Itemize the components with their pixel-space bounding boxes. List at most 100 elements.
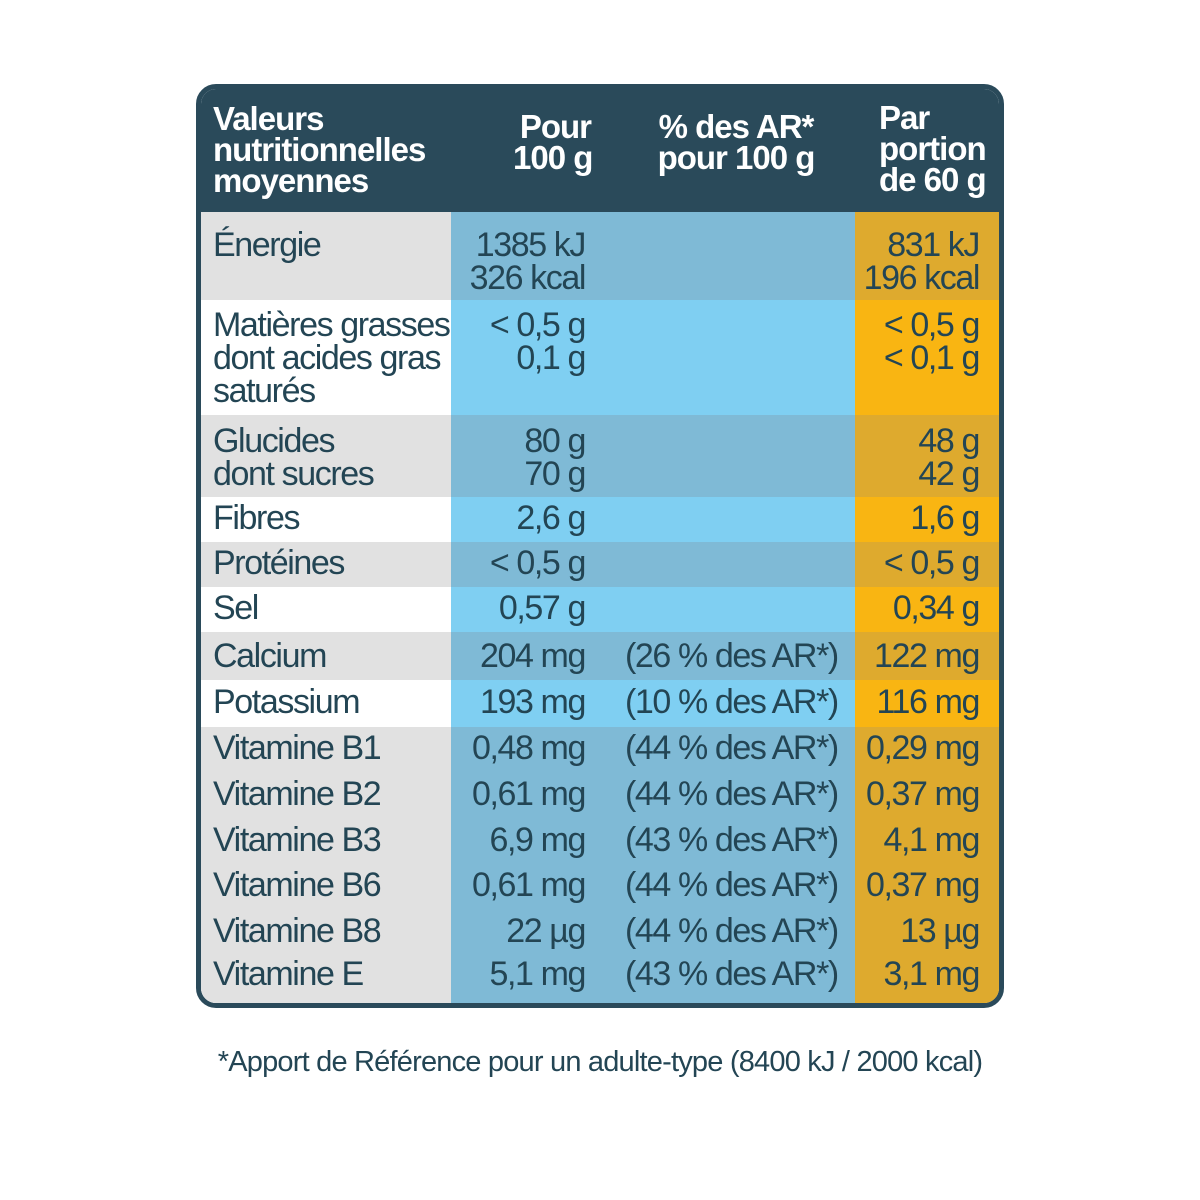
value-per-100g: 80 g — [524, 422, 586, 460]
percent-ar: (26 % des AR*) — [625, 637, 839, 675]
header-per-portion: Par portion de 60 g — [879, 99, 987, 198]
value-per-100g: 2,6 g — [516, 499, 586, 537]
name-cell — [201, 587, 451, 632]
name-cell — [201, 632, 451, 680]
value-per-portion: 122 mg — [873, 637, 980, 675]
per100-cell — [451, 497, 855, 542]
nutrient-name: Vitamine E — [213, 955, 364, 993]
value-per-portion: < 0,5 g — [883, 306, 981, 344]
value-per-portion: 831 kJ — [887, 226, 980, 264]
value-per-100g: 193 mg — [479, 683, 586, 721]
header-nutrient-label: Valeurs nutritionnelles moyennes — [213, 100, 426, 199]
nutrient-name: Énergie — [213, 226, 322, 264]
per100-cell — [451, 632, 855, 680]
value-per-portion: 0,37 mg — [865, 866, 980, 904]
nutrient-name: Sel — [213, 589, 259, 627]
name-cell — [201, 415, 451, 497]
value-per-100g: 70 g — [524, 455, 586, 493]
portion-cell — [855, 727, 999, 1003]
percent-ar: (44 % des AR*) — [625, 912, 839, 950]
per100-cell — [451, 415, 855, 497]
value-per-100g: 1385 kJ — [475, 226, 587, 264]
nutrient-name: Potassium — [213, 683, 361, 721]
nutrient-name: Fibres — [213, 499, 300, 537]
table-row: Glucides dont sucres 80 g 70 g 48 g 42 g — [201, 415, 999, 497]
nutrient-name: dont sucres — [213, 455, 375, 493]
name-cell — [201, 727, 451, 1003]
value-per-portion: 116 mg — [876, 683, 981, 721]
value-per-portion: < 0,1 g — [883, 339, 981, 377]
value-per-100g: 5,1 mg — [489, 955, 586, 993]
value-per-portion: 0,29 mg — [865, 729, 980, 767]
table-row: Énergie 1385 kJ 326 kcal 831 kJ 196 kcal — [201, 212, 999, 300]
value-per-portion: 4,1 mg — [883, 821, 980, 859]
value-per-100g: 0,1 g — [516, 339, 586, 377]
percent-ar: (44 % des AR*) — [625, 866, 839, 904]
nutrient-name: Matières grasses — [213, 306, 451, 344]
nutrient-name: dont acides gras — [213, 339, 441, 377]
table-row: Calcium 204 mg (26 % des AR*) 122 mg — [201, 632, 999, 680]
nutrient-name: Vitamine B3 — [213, 821, 382, 859]
value-per-100g: 326 kcal — [469, 259, 587, 297]
per100-cell — [451, 542, 855, 587]
nutrient-name: Calcium — [213, 637, 327, 675]
portion-cell — [855, 300, 999, 415]
footnote: *Apport de Référence pour un adulte-type… — [217, 1046, 983, 1078]
value-per-100g: 0,61 mg — [471, 775, 586, 813]
portion-cell — [855, 542, 999, 587]
table-row: Potassium 193 mg (10 % des AR*) 116 mg — [201, 680, 999, 727]
table-row: Protéines < 0,5 g < 0,5 g — [201, 542, 999, 587]
table-row: Sel 0,57 g 0,34 g — [201, 587, 999, 632]
percent-ar: (43 % des AR*) — [625, 955, 839, 993]
nutrient-name: Vitamine B2 — [213, 775, 382, 813]
table-row: Fibres 2,6 g 1,6 g — [201, 497, 999, 542]
table-header: Valeurs nutritionnelles moyennes Pour 10… — [201, 89, 999, 212]
portion-cell — [855, 415, 999, 497]
value-per-portion: 1,6 g — [910, 499, 980, 537]
portion-cell — [855, 632, 999, 680]
header-per-100g: Pour 100 g — [513, 108, 593, 176]
value-per-100g: 6,9 mg — [489, 821, 586, 859]
per100-cell — [451, 587, 855, 632]
nutrition-table: Valeurs nutritionnelles moyennes Pour 10… — [196, 84, 1004, 1008]
value-per-100g: 0,48 mg — [471, 729, 586, 767]
name-cell — [201, 542, 451, 587]
value-per-100g: 204 mg — [479, 637, 586, 675]
value-per-100g: 0,57 g — [498, 589, 587, 627]
percent-ar: (43 % des AR*) — [625, 821, 839, 859]
value-per-100g: 0,61 mg — [471, 866, 586, 904]
nutrient-name: Vitamine B6 — [213, 866, 382, 904]
name-cell — [201, 212, 451, 300]
value-per-portion: 13 µg — [900, 912, 980, 950]
nutrient-name: Glucides — [213, 422, 335, 460]
name-cell — [201, 497, 451, 542]
nutrient-name: Protéines — [213, 544, 345, 582]
value-per-100g: 22 µg — [506, 912, 586, 950]
per100-cell — [451, 680, 855, 727]
value-per-100g: < 0,5 g — [489, 306, 587, 344]
vitamin-block: Vitamine B1 0,48 mg (44 % des AR*) 0,29 mg V… — [201, 727, 999, 1003]
per100-cell — [451, 300, 855, 415]
portion-cell — [855, 587, 999, 632]
nutrient-name: Vitamine B1 — [213, 729, 382, 767]
value-per-portion: 48 g — [918, 422, 980, 460]
value-per-portion: 42 g — [918, 455, 980, 493]
percent-ar: (10 % des AR*) — [625, 683, 839, 721]
header-percent-ar: % des AR* pour 100 g — [657, 108, 816, 176]
value-per-portion: 196 kcal — [863, 259, 981, 297]
name-cell — [201, 300, 451, 415]
portion-cell — [855, 497, 999, 542]
value-per-portion: 3,1 mg — [883, 955, 980, 993]
table-row: Matières grasses dont acides gras saturés <… — [201, 300, 999, 415]
value-per-100g: < 0,5 g — [489, 544, 587, 582]
per100-cell — [451, 212, 855, 300]
name-cell — [201, 680, 451, 727]
percent-ar: (44 % des AR*) — [625, 729, 839, 767]
value-per-portion: 0,34 g — [892, 589, 981, 627]
per100-cell — [451, 727, 855, 1003]
value-per-portion: 0,37 mg — [865, 775, 980, 813]
nutrient-name: Vitamine B8 — [213, 912, 382, 950]
value-per-portion: < 0,5 g — [883, 544, 981, 582]
nutrient-name: saturés — [213, 372, 316, 410]
percent-ar: (44 % des AR*) — [625, 775, 839, 813]
